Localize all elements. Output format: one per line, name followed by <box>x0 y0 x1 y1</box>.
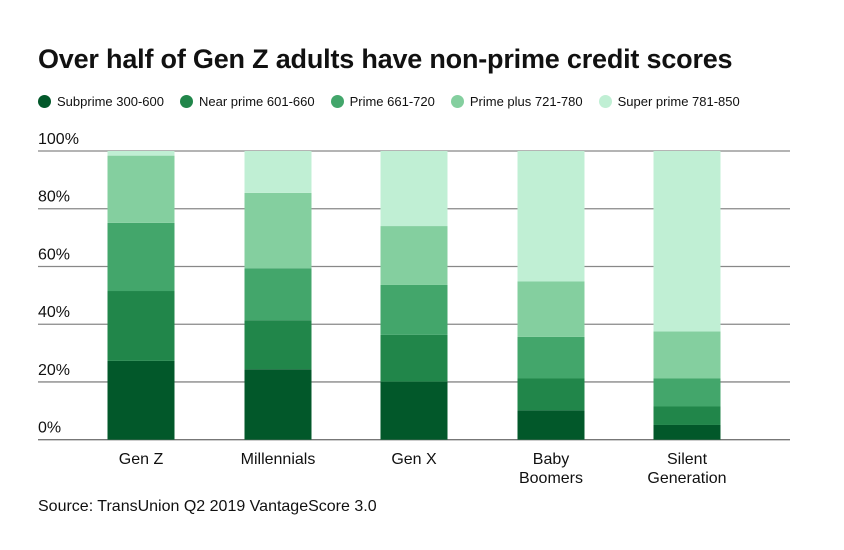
x-tick-label: Gen Z <box>119 451 164 468</box>
y-tick-label: 40% <box>38 304 70 321</box>
legend-item: Subprime 300-600 <box>38 94 164 109</box>
bar-segment <box>244 320 312 370</box>
bar-segment <box>653 424 721 440</box>
legend-label: Near prime 601-660 <box>198 94 315 109</box>
legend: Subprime 300-600 Near prime 601-660 Prime … <box>38 94 740 109</box>
y-tick-label: 80% <box>38 189 70 206</box>
bar-segment <box>380 151 448 227</box>
legend-swatch-icon <box>179 95 193 108</box>
bar-segment <box>244 192 312 269</box>
legend-item: Near prime 601-660 <box>179 94 315 109</box>
legend-label: Super prime 781-850 <box>617 94 740 109</box>
bar-segment <box>380 334 448 382</box>
bar-segment <box>107 222 175 292</box>
bar-segment <box>380 226 448 285</box>
bar-segment <box>517 336 585 379</box>
bar-segment <box>380 381 448 440</box>
bar-segment <box>517 151 585 282</box>
legend-swatch-icon <box>38 95 51 108</box>
legend-item: Prime 661-720 <box>330 94 435 109</box>
legend-item: Super prime 781-850 <box>598 94 740 109</box>
legend-swatch-icon <box>598 95 612 108</box>
x-tick-label: Generation <box>647 470 726 487</box>
bar-segment <box>380 284 448 335</box>
legend-label: Prime plus 721-780 <box>469 94 583 109</box>
bar-segment <box>517 410 585 440</box>
bar-segment <box>107 151 175 156</box>
legend-item: Prime plus 721-780 <box>450 94 583 109</box>
bar-segment <box>653 331 721 379</box>
bar-segment <box>107 360 175 440</box>
bar-segment <box>107 291 175 361</box>
bar-segment <box>244 151 312 193</box>
x-tick-label: Millennials <box>241 451 316 468</box>
chart-title: Over half of Gen Z adults have non-prime… <box>38 44 733 74</box>
bar-segment <box>653 378 721 407</box>
y-tick-label: 60% <box>38 246 70 263</box>
legend-swatch-icon <box>450 95 464 108</box>
x-tick-label: Baby <box>533 451 569 468</box>
bar-segment <box>653 406 721 425</box>
y-tick-label: 0% <box>38 420 61 437</box>
bar-segment <box>244 369 312 440</box>
y-tick-label: 20% <box>38 362 70 379</box>
bar-segment <box>653 151 721 332</box>
source-note: Source: TransUnion Q2 2019 VantageScore … <box>38 498 377 515</box>
bar-segment <box>517 378 585 411</box>
bar-segment <box>244 268 312 321</box>
bar-segment <box>517 281 585 337</box>
legend-swatch-icon <box>330 95 344 108</box>
bar-segment <box>107 155 175 223</box>
legend-label: Subprime 300-600 <box>57 94 164 109</box>
x-tick-label: Gen X <box>391 451 437 468</box>
x-tick-label: Boomers <box>519 470 583 487</box>
legend-label: Prime 661-720 <box>349 94 435 109</box>
x-tick-label: Silent <box>667 451 708 468</box>
y-tick-label: 100% <box>38 131 79 148</box>
